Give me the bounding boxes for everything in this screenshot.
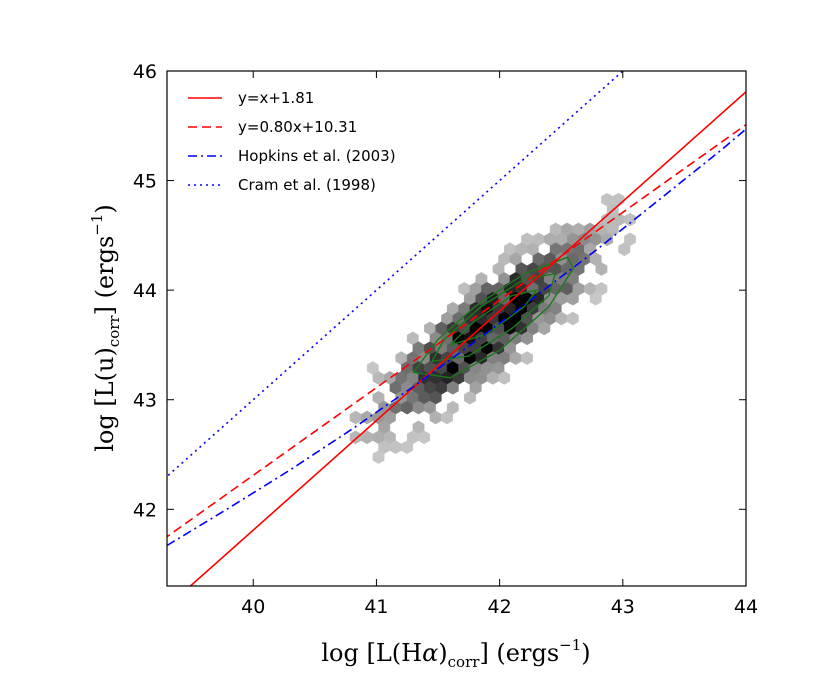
hexbin-cell-19	[601, 232, 613, 247]
axis-ticks: 40 41 42 43 44 42 43 44 45 46	[133, 61, 758, 618]
contour-2	[430, 272, 557, 363]
series-line-3	[167, 71, 625, 478]
density-contours	[412, 256, 575, 379]
hexbin-cell-44	[595, 262, 608, 276]
hexbin-cell-109	[538, 321, 551, 336]
legend-label-2: Hopkins et al. (2003)	[238, 147, 396, 165]
legend-label-3: Cram et al. (1998)	[238, 176, 376, 194]
hexbin-cell-162	[498, 371, 511, 385]
hexbin-cell-140	[521, 351, 533, 365]
hexbin-cell-168	[446, 380, 459, 395]
y-tick-label-44: 44	[133, 280, 157, 302]
y-tick-label-43: 43	[133, 390, 157, 412]
series-line-1	[167, 123, 746, 538]
y-axis-label: log [L(u)corr] (ergs−1)	[88, 204, 123, 452]
x-tick-label-43: 43	[611, 596, 635, 618]
hexbin-cell-195	[418, 430, 431, 445]
legend-label-1: y=0.80x+10.31	[238, 118, 357, 136]
hexbin-cell-199	[372, 450, 385, 464]
contour-1	[412, 256, 575, 379]
series-line-2	[167, 128, 746, 547]
contour-3	[449, 289, 539, 346]
series-line-0	[189, 90, 746, 586]
y-tick-label-42: 42	[133, 499, 157, 521]
hexbin-cell-98	[566, 311, 579, 326]
plot-frame	[166, 70, 747, 587]
x-axis-label: log [L(Hα)corr] (ergs−1)	[321, 636, 590, 671]
hexbin-cell-175	[464, 390, 476, 405]
hexbin-cell-5	[624, 212, 636, 227]
y-tick-label-45: 45	[133, 171, 157, 193]
series-lines	[167, 71, 746, 586]
hexbin-cell-119	[521, 331, 533, 346]
y-tick-label-46: 46	[133, 61, 157, 83]
hexbin-cell-187	[441, 410, 453, 425]
hexbin-cell-75	[566, 291, 579, 306]
hexbin-cell-76	[589, 291, 602, 306]
hexbin-cell-198	[401, 440, 413, 455]
legend: y=x+1.81 y=0.80x+10.31 Hopkins et al. (200…	[188, 89, 396, 194]
x-tick-label-41: 41	[364, 596, 388, 618]
hexbin-cell-28	[618, 242, 631, 257]
legend-label-0: y=x+1.81	[238, 89, 314, 107]
x-tick-label-40: 40	[241, 596, 265, 618]
x-tick-label-44: 44	[734, 596, 758, 618]
x-tick-label-42: 42	[488, 596, 512, 618]
